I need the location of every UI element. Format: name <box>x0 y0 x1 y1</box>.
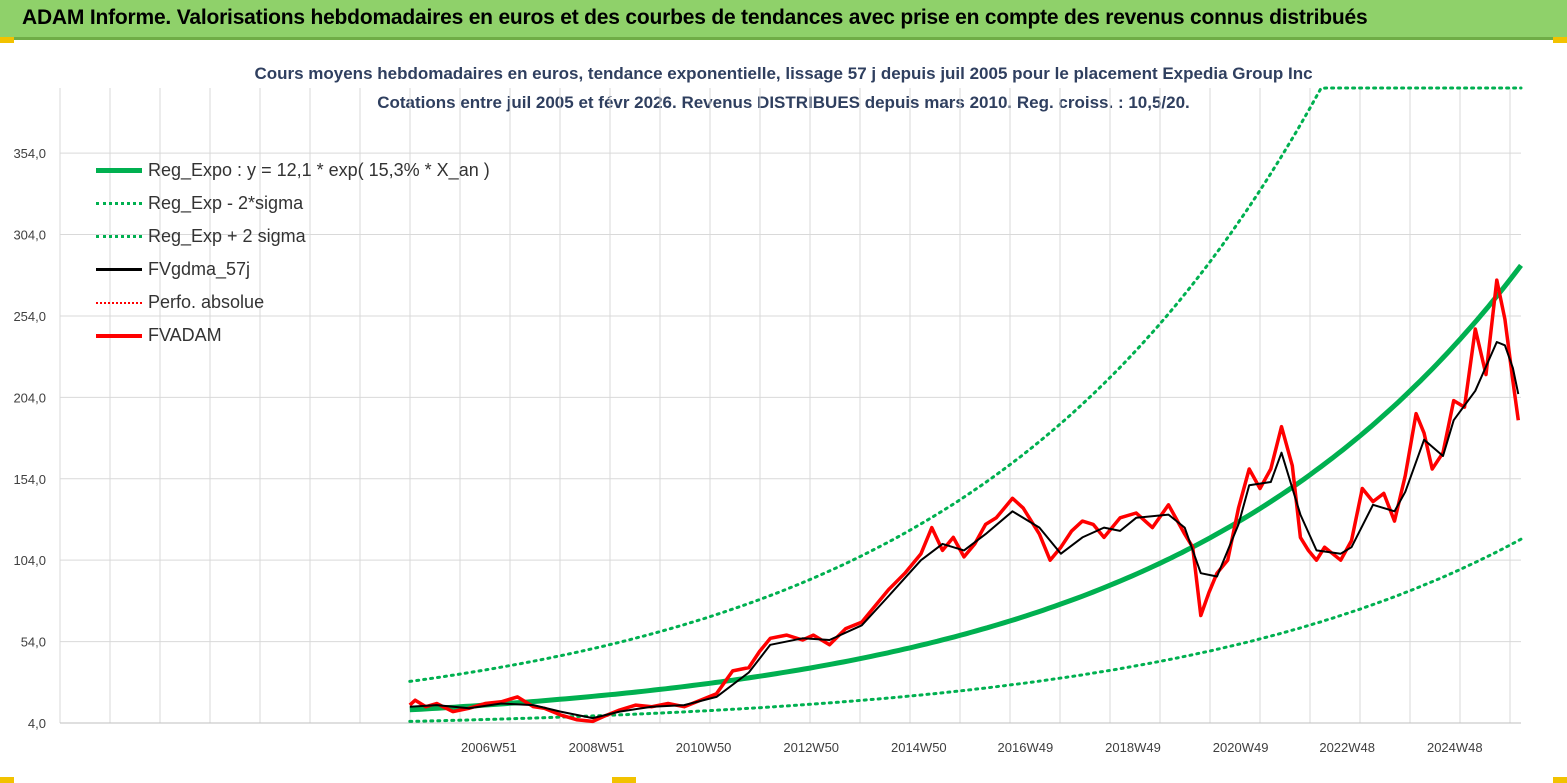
legend-item: Reg_Exp + 2 sigma <box>96 220 490 253</box>
x-tick-label: 2008W51 <box>569 740 625 755</box>
bottom-corner-left <box>0 777 14 783</box>
legend-label: FVgdma_57j <box>148 259 251 279</box>
banner: ADAM Informe. Valorisations hebdomadaire… <box>0 0 1567 40</box>
y-tick-label: 304,0 <box>13 228 46 243</box>
x-tick-label: 2018W49 <box>1105 740 1161 755</box>
y-tick-label: 354,0 <box>13 146 46 161</box>
x-tick-label: 2010W50 <box>676 740 732 755</box>
x-tick-label: 2020W49 <box>1213 740 1269 755</box>
y-axis: 4,0 54,0 104,0 154,0 204,0 254,0 304,0 354,0 <box>13 146 46 731</box>
x-tick-label: 2006W51 <box>461 740 517 755</box>
legend-swatch <box>96 333 142 338</box>
y-tick-label: 4,0 <box>28 716 46 731</box>
reg-exp-plus-2sigma-line <box>408 86 1523 683</box>
x-tick-label: 2022W48 <box>1319 740 1375 755</box>
bottom-corner-right <box>1553 777 1567 783</box>
y-tick-label: 204,0 <box>13 390 46 405</box>
legend-label: Perfo. absolue <box>148 292 265 312</box>
legend-item: Reg_Exp - 2*sigma <box>96 187 490 220</box>
chart-title-line1: Cours moyens hebdomadaires en euros, ten… <box>254 64 1313 83</box>
legend: Reg_Expo : y = 12,1 * exp( 15,3% * X_an … <box>96 154 490 352</box>
legend-label: Reg_Expo : y = 12,1 * exp( 15,3% * X_an … <box>148 160 490 180</box>
legend-item: FVADAM <box>96 319 490 352</box>
legend-label: Reg_Exp + 2 sigma <box>148 226 306 246</box>
x-tick-label: 2016W49 <box>998 740 1054 755</box>
legend-swatch <box>96 268 142 271</box>
x-axis: 2006W51 2008W51 2010W50 2012W50 2014W50 2016W… <box>461 740 1483 755</box>
legend-swatch <box>96 301 142 304</box>
x-tick-label: 2024W48 <box>1427 740 1483 755</box>
y-tick-label: 154,0 <box>13 472 46 487</box>
fvadam-line <box>408 278 1521 724</box>
y-tick-label: 54,0 <box>21 635 46 650</box>
legend-label: FVADAM <box>148 325 222 345</box>
legend-label: Reg_Exp - 2*sigma <box>148 193 304 213</box>
y-tick-label: 254,0 <box>13 309 46 324</box>
legend-swatch <box>96 168 142 173</box>
reg-expo-line <box>409 263 1523 713</box>
fvgdma-line <box>409 341 1520 720</box>
banner-title: ADAM Informe. Valorisations hebdomadaire… <box>22 6 1368 29</box>
bottom-corner-center <box>612 777 636 783</box>
banner-corner-left <box>0 37 14 43</box>
series <box>408 86 1523 724</box>
reg-exp-minus-2sigma-line <box>408 537 1523 723</box>
x-tick-label: 2014W50 <box>891 740 947 755</box>
y-tick-label: 104,0 <box>13 553 46 568</box>
banner-corner-right <box>1553 37 1567 43</box>
chart-title-line2: Cotations entre juil 2005 et févr 2026. … <box>377 93 1190 112</box>
x-tick-label: 2012W50 <box>783 740 839 755</box>
legend-item: Reg_Expo : y = 12,1 * exp( 15,3% * X_an … <box>96 154 490 187</box>
legend-swatch <box>96 235 142 238</box>
legend-item: FVgdma_57j <box>96 253 490 286</box>
legend-swatch <box>96 202 142 205</box>
legend-item: Perfo. absolue <box>96 286 490 319</box>
